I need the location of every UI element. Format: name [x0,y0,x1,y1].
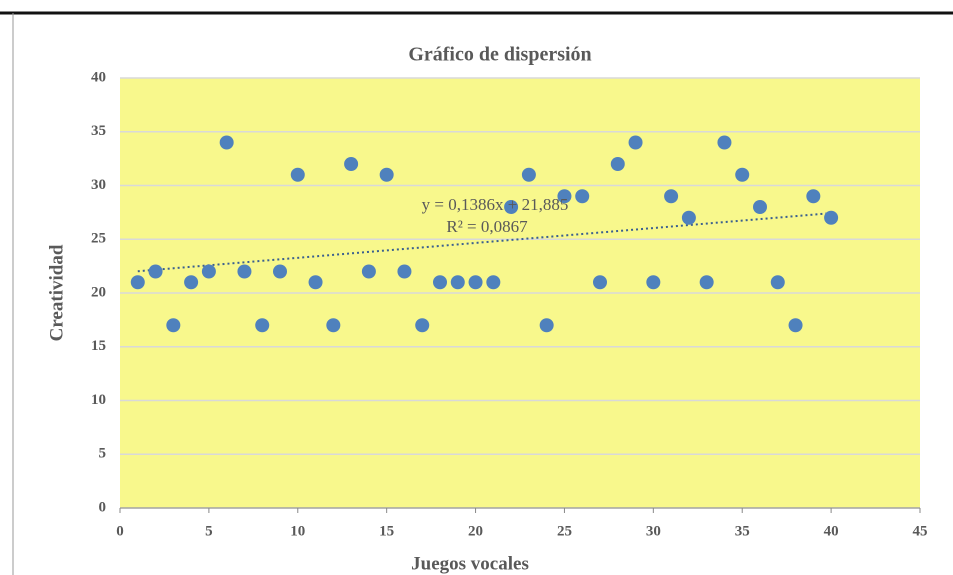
x-tick-label: 35 [735,523,750,539]
point [539,318,554,333]
y-tick-label: 35 [91,123,106,139]
y-tick-label: 40 [91,69,106,85]
point [664,189,679,204]
point [646,275,661,290]
point [806,189,821,204]
point [824,210,839,225]
point [219,135,234,150]
x-tick-label: 15 [379,523,394,539]
y-tick-label: 0 [99,499,107,515]
y-tick-label: 10 [91,392,106,408]
point [468,275,483,290]
y-axis-label: Creatividad [46,244,67,341]
point [201,264,216,279]
point [166,318,181,333]
point [148,264,163,279]
point [379,167,394,182]
point [290,167,305,182]
point [753,200,767,214]
x-tick-label: 20 [468,523,483,539]
point [344,157,359,171]
point [361,264,376,279]
point [717,135,732,150]
point [326,318,341,333]
y-tick-label: 25 [91,231,106,247]
point [255,318,270,333]
point [450,275,465,290]
point [575,189,590,204]
x-tick-label: 25 [557,523,572,539]
x-tick-label: 5 [205,523,213,539]
point [521,167,536,182]
chart-title: Gráfico de dispersión [408,44,591,66]
point [770,275,785,290]
y-tick-label: 30 [91,177,106,193]
point [735,167,750,182]
point [788,318,803,333]
point [699,275,714,290]
point [557,189,572,204]
point [237,264,252,279]
y-tick-label: 15 [91,338,106,354]
point [184,275,199,290]
x-tick-label: 0 [116,523,124,539]
point [273,264,287,279]
point [130,275,145,290]
point [504,200,519,214]
point [486,275,501,290]
trendline-r2: R² = 0,0867 [446,217,528,236]
point [681,210,696,225]
point [397,264,412,279]
point [593,275,607,290]
x-axis-label: Juegos vocales [411,553,529,574]
x-tick-label: 30 [646,523,661,539]
trendline-equation: y = 0,1386x + 21,885 [422,195,569,214]
trendline [137,212,832,273]
point [415,318,430,333]
x-tick-label: 45 [913,523,928,539]
y-tick-label: 20 [91,284,106,300]
point [628,135,643,150]
y-tick-label: 5 [99,446,107,462]
x-tick-label: 40 [824,523,839,539]
x-tick-label: 10 [290,523,305,539]
point [433,275,447,290]
point [308,275,323,290]
point [610,157,625,171]
